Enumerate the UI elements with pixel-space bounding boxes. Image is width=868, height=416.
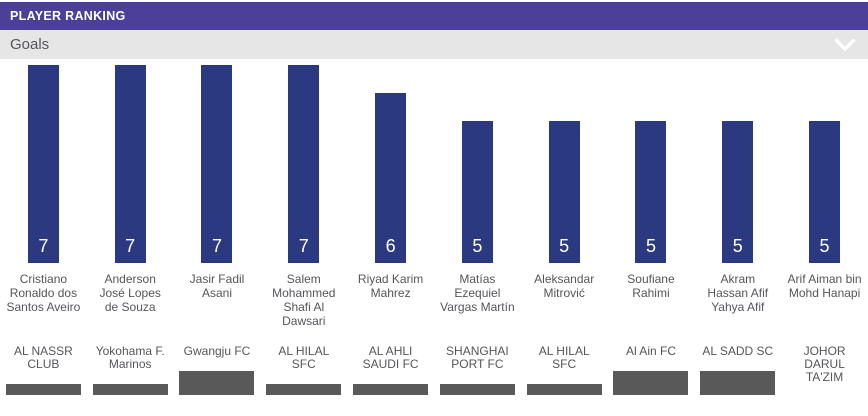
- bar-column: 7: [174, 59, 261, 263]
- player-name: Jasir Fadil Asani: [189, 272, 245, 300]
- club-logo-placeholder: [700, 371, 776, 395]
- goals-bar: 5: [635, 121, 667, 263]
- bar-value-label: 7: [38, 236, 49, 256]
- bar-value-label: 5: [645, 236, 656, 256]
- club-cell: JOHOR DARUL TA'ZIM: [781, 345, 868, 395]
- goals-bar: 7: [288, 65, 320, 263]
- bar-column: 5: [608, 59, 695, 263]
- club-name: Gwangju FC: [183, 345, 251, 358]
- player-name: Soufiane Rahimi: [627, 272, 675, 300]
- club-cell: AL NASSR CLUB: [0, 345, 87, 395]
- bar-chart: 7 7 7 7 6 5 5 5 5 5: [0, 59, 868, 263]
- goals-bar: 7: [201, 65, 233, 263]
- stat-filter-selected-value: Goals: [10, 36, 50, 53]
- club-name: AL SADD SC: [702, 345, 774, 358]
- player-name: Akram Hassan Afif Yahya Afif: [707, 272, 769, 314]
- club-logo-placeholder: [5, 384, 81, 395]
- player-name: Aleksandar Mitrović: [534, 272, 595, 300]
- club-cell: AL AHLI SAUDI FC: [347, 345, 434, 395]
- bar-value-label: 5: [472, 236, 483, 256]
- club-cell: SHANGHAI PORT FC: [434, 345, 521, 395]
- bar-column: 5: [521, 59, 608, 263]
- club-cell: Gwangju FC: [174, 345, 261, 395]
- bar-value-label: 6: [385, 236, 396, 256]
- club-logo-placeholder: [526, 384, 602, 395]
- bar-value-label: 5: [819, 236, 830, 256]
- player-name: Matías Ezequiel Vargas Martín: [440, 272, 515, 314]
- bar-column: 7: [87, 59, 174, 263]
- club-logo-placeholder: [353, 384, 429, 395]
- club-cell: AL HILAL SFC: [521, 345, 608, 395]
- goals-bar: 7: [114, 65, 146, 263]
- player-names-row: Cristiano Ronaldo dos Santos Aveiro Ande…: [0, 272, 868, 345]
- club-name: AL HILAL SFC: [538, 345, 590, 371]
- bar-value-label: 7: [211, 236, 222, 256]
- bar-column: 7: [260, 59, 347, 263]
- club-logo-placeholder: [266, 384, 342, 395]
- club-logo-placeholder: [439, 384, 515, 395]
- goals-bar: 5: [461, 121, 493, 263]
- player-name: Arif Aiman bin Mohd Hanapi: [787, 272, 862, 300]
- bar-value-label: 5: [559, 236, 570, 256]
- club-logo-placeholder: [92, 384, 168, 395]
- goals-bar: 7: [27, 65, 59, 263]
- bar-value-label: 5: [732, 236, 743, 256]
- bar-value-label: 7: [298, 236, 309, 256]
- player-name: Riyad Karim Mahrez: [357, 272, 424, 300]
- bar-column: 6: [347, 59, 434, 263]
- goals-bar: 5: [809, 121, 841, 263]
- player-name: Salem Mohammed Shafi Al Dawsari: [272, 272, 336, 328]
- player-name: Cristiano Ronaldo dos Santos Aveiro: [6, 272, 81, 314]
- club-name: AL AHLI SAUDI FC: [362, 345, 419, 371]
- club-cell: Yokohama F. Marinos: [87, 345, 174, 395]
- club-logo-placeholder: [179, 371, 255, 395]
- goals-bar: 6: [375, 93, 407, 263]
- club-name: JOHOR DARUL TA'ZIM: [803, 345, 846, 384]
- club-name: Yokohama F. Marinos: [95, 345, 165, 371]
- bar-value-label: 7: [125, 236, 136, 256]
- club-logo-placeholder: [613, 371, 689, 395]
- club-cell: Al Ain FC: [608, 345, 695, 395]
- player-name: Anderson José Lopes de Souza: [99, 272, 161, 314]
- stat-filter-dropdown[interactable]: Goals: [0, 30, 868, 59]
- club-name: Al Ain FC: [625, 345, 676, 358]
- bar-column: 5: [781, 59, 868, 263]
- widget-title: PLAYER RANKING: [10, 9, 126, 23]
- bar-column: 7: [0, 59, 87, 263]
- goals-bar: 5: [548, 121, 580, 263]
- goals-bar: 5: [722, 121, 754, 263]
- club-name: AL HILAL SFC: [278, 345, 330, 371]
- bar-column: 5: [694, 59, 781, 263]
- widget-header: PLAYER RANKING: [0, 2, 868, 30]
- club-cell: AL HILAL SFC: [260, 345, 347, 395]
- club-cell: AL SADD SC: [694, 345, 781, 395]
- clubs-row: AL NASSR CLUB Yokohama F. Marinos Gwangj…: [0, 345, 868, 395]
- chevron-down-icon[interactable]: [834, 38, 856, 52]
- club-name: SHANGHAI PORT FC: [446, 345, 509, 371]
- club-name: AL NASSR CLUB: [13, 345, 73, 371]
- bar-column: 5: [434, 59, 521, 263]
